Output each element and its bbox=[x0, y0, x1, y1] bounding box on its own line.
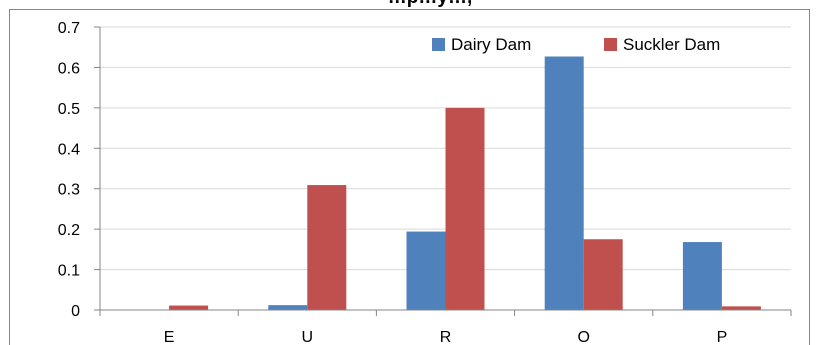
chart-title: …p…y…, bbox=[388, 0, 472, 8]
legend-swatch-dairy-dam bbox=[432, 38, 445, 51]
legend-label-dairy-dam: Dairy Dam bbox=[451, 35, 531, 54]
y-tick-label-3: 0.3 bbox=[58, 182, 80, 199]
y-tick-label-2: 0.2 bbox=[58, 222, 80, 239]
x-tick-label-p: P bbox=[717, 329, 728, 345]
legend-label-suckler-dam: Suckler Dam bbox=[623, 35, 720, 54]
bar-dairy-dam-p bbox=[682, 242, 722, 310]
bar-suckler-dam-u bbox=[307, 185, 347, 310]
y-tick-label-6: 0.6 bbox=[58, 60, 80, 77]
y-tick-label-5: 0.5 bbox=[58, 101, 80, 118]
legend-swatch-suckler-dam bbox=[604, 38, 617, 51]
x-tick-label-r: R bbox=[440, 329, 452, 345]
bar-dairy-dam-u bbox=[268, 305, 308, 310]
bar-dairy-dam-o bbox=[544, 56, 584, 311]
x-tick-label-e: E bbox=[164, 329, 175, 345]
x-tick-label-o: O bbox=[577, 329, 589, 345]
bar-suckler-dam-o bbox=[583, 239, 623, 310]
bar-dairy-dam-r bbox=[406, 231, 446, 310]
x-tick-label-u: U bbox=[302, 329, 314, 345]
bar-suckler-dam-p bbox=[721, 306, 761, 310]
chart-border bbox=[9, 9, 810, 345]
bar-suckler-dam-r bbox=[445, 107, 485, 310]
y-tick-label-1: 0.1 bbox=[58, 263, 80, 280]
y-tick-label-0: 0 bbox=[71, 303, 80, 320]
y-tick-label-7: 0.7 bbox=[58, 20, 80, 37]
y-tick-label-4: 0.4 bbox=[58, 141, 80, 158]
bar-suckler-dam-e bbox=[169, 305, 209, 310]
